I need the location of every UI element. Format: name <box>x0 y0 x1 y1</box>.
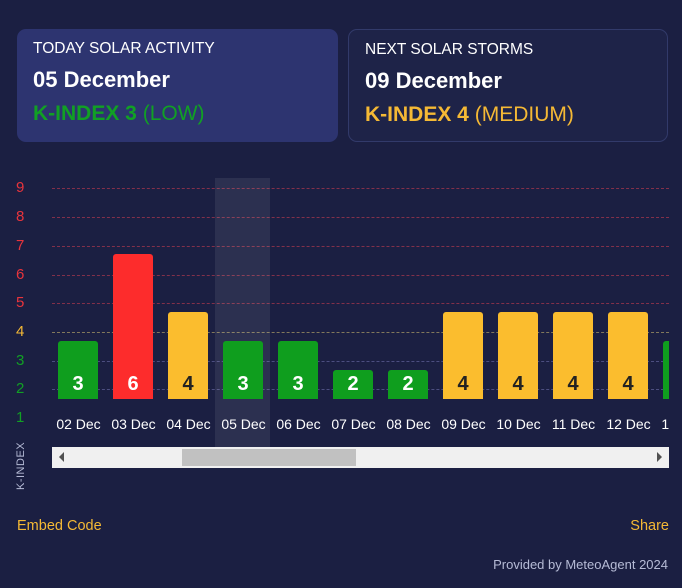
bar[interactable]: 4 <box>553 312 593 399</box>
scroll-thumb[interactable] <box>182 449 356 466</box>
kindex-value: K-INDEX 4 (MEDIUM) <box>365 103 574 126</box>
selected-day-highlight <box>215 178 270 448</box>
provider-credit: Provided by MeteoAgent 2024 <box>493 557 668 572</box>
bar[interactable]: 3 <box>223 341 263 399</box>
today-activity-card: TODAY SOLAR ACTIVITY 05 December K-INDEX… <box>17 29 338 142</box>
grid-line <box>52 245 669 247</box>
next-storms-card: NEXT SOLAR STORMS 09 December K-INDEX 4 … <box>348 29 668 142</box>
x-tick: 11 Dec <box>551 416 596 432</box>
x-tick: 07 Dec <box>331 416 376 432</box>
grid-line <box>52 303 669 305</box>
bar-value-label: 2 <box>347 373 359 395</box>
bar[interactable]: 3 <box>278 341 318 399</box>
x-tick: 04 Dec <box>166 416 211 432</box>
bar[interactable]: 3 <box>663 341 669 399</box>
bar-value-label: 6 <box>127 373 139 395</box>
bar-value-label: 2 <box>402 373 414 395</box>
bar[interactable]: 4 <box>168 312 208 399</box>
bar-value-label: 3 <box>292 373 304 395</box>
scroll-right-icon[interactable] <box>657 452 662 462</box>
bar-value-label: 4 <box>457 373 469 395</box>
grid-line <box>52 274 669 276</box>
x-tick: 13 Dec <box>661 416 669 432</box>
kindex-chart: 1 2 3 4 5 6 7 8 9 3 02 Dec 6 03 Dec 4 04 Dec 3 05 Dec 3 0… <box>0 170 682 470</box>
bar[interactable]: 3 <box>58 341 98 399</box>
horizontal-scrollbar[interactable] <box>52 447 669 468</box>
card-title: NEXT SOLAR STORMS <box>365 41 534 58</box>
x-tick: 12 Dec <box>606 416 651 432</box>
bar[interactable]: 2 <box>333 370 373 399</box>
card-title: TODAY SOLAR ACTIVITY <box>33 40 215 57</box>
y-tick: 9 <box>16 179 25 197</box>
y-axis-label: K-INDEX <box>15 441 27 490</box>
bar-value-label: 4 <box>512 373 524 395</box>
x-tick: 03 Dec <box>111 416 156 432</box>
y-tick: 8 <box>16 208 25 226</box>
card-date: 05 December <box>33 67 170 92</box>
bar[interactable]: 4 <box>443 312 483 399</box>
bar[interactable]: 6 <box>113 254 153 399</box>
bar-value-label: 3 <box>663 371 669 397</box>
bar[interactable]: 4 <box>498 312 538 399</box>
y-tick: 1 <box>16 409 25 426</box>
bar-value-label: 4 <box>622 373 634 395</box>
bar-value-label: 3 <box>237 373 249 395</box>
share-link[interactable]: Share <box>630 518 669 534</box>
x-tick: 09 Dec <box>441 416 486 432</box>
y-tick: 4 <box>16 322 25 340</box>
bar-value-label: 4 <box>567 373 579 395</box>
x-tick: 10 Dec <box>496 416 541 432</box>
bar[interactable]: 4 <box>608 312 648 399</box>
bar-value-label: 4 <box>182 373 194 395</box>
x-tick: 08 Dec <box>386 416 431 432</box>
grid-line <box>52 360 669 362</box>
card-date: 09 December <box>365 68 502 93</box>
y-tick: 6 <box>16 265 25 283</box>
bar[interactable]: 2 <box>388 370 428 399</box>
grid-line <box>52 331 669 333</box>
bar-value-label: 3 <box>72 373 84 395</box>
y-tick: 2 <box>16 380 25 398</box>
y-tick: 3 <box>16 351 25 369</box>
x-tick: 06 Dec <box>276 416 321 432</box>
plot-area: 3 02 Dec 6 03 Dec 4 04 Dec 3 05 Dec 3 06 Dec 2 07 D… <box>52 170 669 460</box>
grid-line <box>52 217 669 219</box>
embed-code-link[interactable]: Embed Code <box>17 518 102 534</box>
scroll-left-icon[interactable] <box>59 452 64 462</box>
kindex-value: K-INDEX 3 (LOW) <box>33 102 205 125</box>
y-tick: 5 <box>16 294 25 312</box>
grid-line <box>52 188 669 190</box>
x-tick: 05 Dec <box>221 416 266 432</box>
x-tick: 02 Dec <box>56 416 101 432</box>
y-tick: 7 <box>16 236 25 254</box>
